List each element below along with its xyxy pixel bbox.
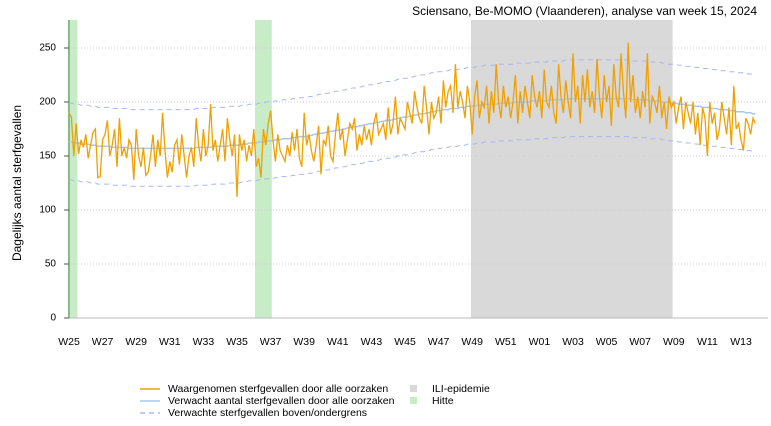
series-line: [69, 136, 756, 187]
x-tick-label: W09: [663, 336, 685, 348]
x-tick-label: W45: [394, 336, 416, 348]
y-axis-label: Dagelijks aantal sterfgevallen: [10, 105, 24, 261]
x-tick-label: W03: [562, 336, 584, 348]
x-tick-label: W11: [697, 336, 718, 348]
y-tick-label: 150: [39, 151, 56, 162]
x-tick-label: W33: [193, 336, 215, 348]
legend-label: Waargenomen sterfgevallen door alle oorz…: [168, 383, 388, 395]
legend-swatch: [410, 397, 417, 404]
x-tick-label: W51: [495, 336, 517, 348]
x-tick-label: W01: [529, 336, 551, 348]
x-tick-label: W39: [293, 336, 315, 348]
y-tick-label: 100: [39, 205, 56, 216]
legend-label: Verwacht aantal sterfgevallen door alle …: [168, 395, 395, 407]
y-tick-label: 0: [50, 313, 56, 324]
x-tick-label: W37: [260, 336, 282, 348]
y-tick-label: 50: [45, 259, 57, 270]
x-tick-label: W49: [461, 336, 483, 348]
x-tick-label: W27: [92, 336, 114, 348]
legend-label: ILI-epidemie: [432, 383, 490, 395]
legend-label: Hitte: [432, 395, 454, 407]
x-tick-label: W43: [361, 336, 383, 348]
x-tick-label: W35: [226, 336, 248, 348]
period-band: [255, 20, 272, 318]
series-line: [68, 42, 756, 198]
y-tick-label: 250: [39, 43, 56, 54]
x-tick-label: W13: [730, 336, 752, 348]
x-tick-label: W41: [327, 336, 349, 348]
x-tick-label: W05: [596, 336, 618, 348]
x-tick-label: W47: [428, 336, 450, 348]
legend-label: Verwachte sterfgevallen boven/ondergrens: [168, 407, 367, 419]
x-tick-label: W25: [58, 336, 80, 348]
y-tick-label: 200: [39, 97, 56, 108]
x-tick-label: W29: [125, 336, 147, 348]
x-tick-label: W31: [159, 336, 181, 348]
x-tick-label: W07: [629, 336, 651, 348]
period-band: [67, 20, 78, 318]
chart-title: Sciensano, Be-MOMO (Vlaanderen), analyse…: [412, 4, 757, 18]
series-line: [69, 59, 756, 111]
legend-swatch: [410, 385, 417, 392]
